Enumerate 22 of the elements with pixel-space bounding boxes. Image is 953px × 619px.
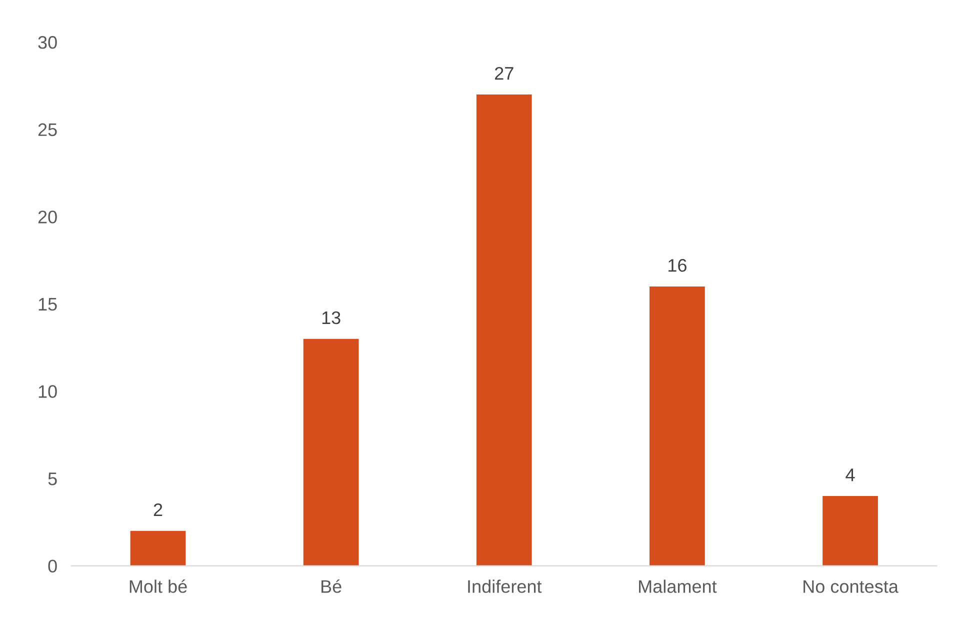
bar — [650, 286, 705, 566]
data-label: 16 — [668, 259, 686, 272]
x-tick-label: Bé — [322, 579, 342, 593]
y-tick-label: 30 — [38, 36, 57, 49]
y-tick-label: 0 — [48, 560, 57, 572]
x-tick-label: Malament — [639, 580, 717, 593]
bar — [476, 94, 532, 566]
bar — [822, 496, 878, 566]
data-label: 4 — [846, 468, 855, 482]
y-tick-label: 10 — [38, 385, 57, 398]
y-tick-label: 15 — [38, 298, 57, 311]
x-tick-label: Indiferent — [468, 580, 542, 593]
x-tick-label: No contesta — [804, 580, 898, 593]
y-tick-label: 25 — [38, 123, 57, 136]
data-label: 13 — [322, 311, 340, 324]
x-tick-label: Molt bé — [130, 579, 187, 593]
y-tick-label: 20 — [38, 210, 57, 224]
y-tick-label: 5 — [48, 472, 57, 486]
bar — [303, 338, 359, 566]
bar — [130, 530, 186, 566]
data-label: 27 — [495, 66, 514, 80]
data-label: 2 — [154, 503, 162, 516]
